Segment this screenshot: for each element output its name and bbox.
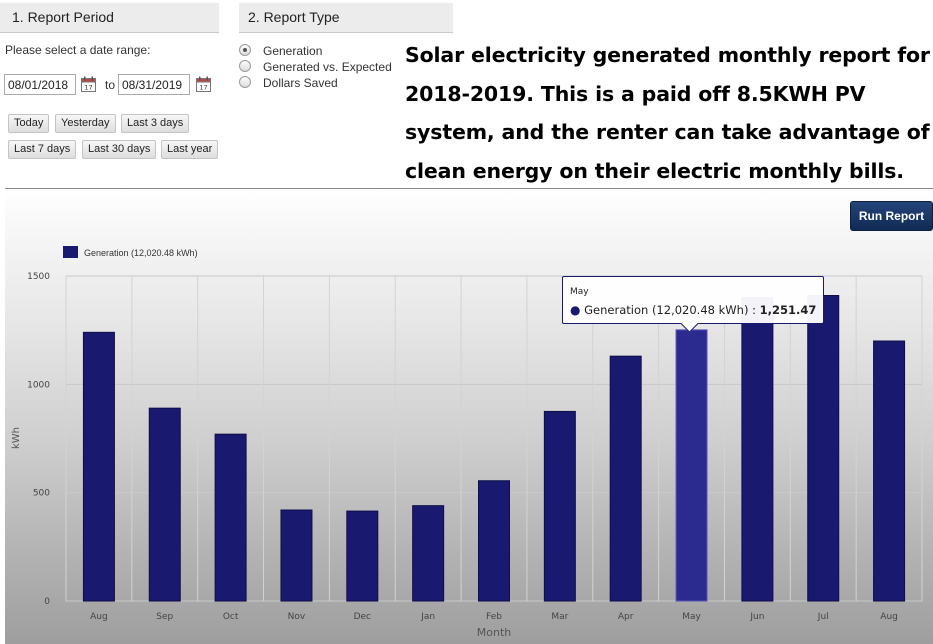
series-bullet-icon: ● [570,303,581,317]
start-date-input[interactable] [4,74,76,95]
yesterday-button[interactable]: Yesterday [55,114,116,133]
svg-text:17: 17 [84,84,92,92]
chart-bar [543,410,576,602]
date-range-prompt: Please select a date range: [5,43,151,57]
chart-bar [675,329,708,602]
x-tick-label: Aug [90,612,108,622]
chart-bar [148,407,181,602]
chart-bar [280,509,313,602]
y-tick-label: 1500 [27,272,50,282]
chart-bar [346,510,379,602]
chart-bar [807,295,840,602]
generation-radio-label: Generation [263,44,323,58]
x-tick-label: Jul [817,612,829,622]
legend-label[interactable]: Generation (12,020.48 kWh) [84,248,198,258]
last-3-days-button[interactable]: Last 3 days [121,114,190,133]
x-tick-label: Mar [551,612,568,622]
chart-bar [412,505,445,602]
chart-tooltip: May ● Generation (12,020.48 kWh) : 1,251… [562,276,824,324]
chart-bar [873,340,906,602]
tooltip-value: 1,251.47 [759,303,817,317]
x-tick-label: Feb [486,612,502,622]
chart-bar [214,433,247,602]
x-tick-label: Apr [618,612,634,622]
x-tick-label: Nov [288,612,306,622]
last-30-days-button[interactable]: Last 30 days [82,140,157,159]
end-date-input[interactable] [118,74,190,95]
report-period-heading: 1. Report Period [0,3,219,33]
y-axis-title: kWh [11,427,22,449]
x-tick-label: Jan [420,612,435,622]
caption-text: Solar electricity generated monthly repo… [405,43,930,183]
x-tick-label: Aug [880,612,898,622]
tooltip-title: May [570,287,589,297]
calendar-icon[interactable]: 17 [196,76,211,92]
last-7-days-button[interactable]: Last 7 days [8,140,77,159]
divider [5,188,933,189]
radio-icon[interactable] [239,60,251,72]
tooltip-series-label: Generation (12,020.48 kWh) [584,303,749,317]
x-tick-label: May [682,612,701,622]
y-tick-label: 0 [44,597,50,607]
chart-bar [478,480,510,602]
chart-bar [741,297,774,602]
radio-icon[interactable] [239,76,251,88]
radio-selected-icon[interactable] [239,44,251,56]
today-button[interactable]: Today [8,114,50,133]
dollars-saved-radio-label: Dollars Saved [263,76,338,90]
legend-swatch[interactable] [63,246,78,258]
last-year-button[interactable]: Last year [161,140,219,159]
tooltip-separator: : [752,303,756,317]
to-label: to [105,78,116,92]
calendar-icon[interactable]: 17 [81,76,96,92]
x-axis-title: Month [477,626,512,639]
y-tick-label: 1000 [27,380,50,390]
chart-bar [82,331,115,602]
chart-bar [609,355,642,602]
report-type-heading: 2. Report Type [239,3,453,33]
y-tick-label: 500 [33,489,50,499]
x-tick-label: Dec [354,612,371,622]
x-tick-label: Jun [749,612,764,622]
x-tick-label: Oct [223,612,239,622]
run-report-button[interactable]: Run Report [850,201,933,231]
tooltip-series-line: ● Generation (12,020.48 kWh) : 1,251.47 [570,303,816,317]
generated-vs-expected-radio-label: Generated vs. Expected [263,60,392,74]
x-tick-label: Sep [156,612,173,622]
svg-text:17: 17 [199,84,207,92]
